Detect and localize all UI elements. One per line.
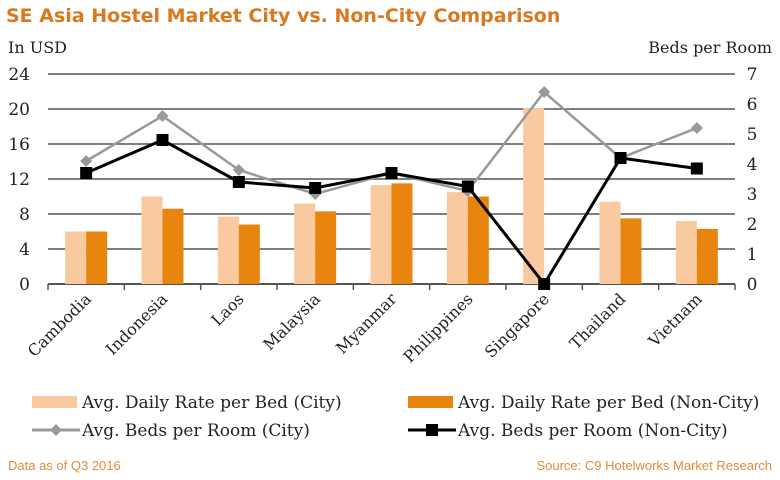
data-point — [80, 167, 93, 179]
x-tick-label: Laos — [207, 289, 247, 329]
bar — [217, 216, 239, 284]
legend: Avg. Daily Rate per Bed (City) Avg. Daily… — [32, 393, 759, 441]
legend-marker — [426, 424, 438, 436]
bar — [446, 192, 468, 284]
legend-marker — [50, 424, 62, 436]
bar — [315, 211, 337, 284]
data-point — [156, 134, 169, 146]
legend-swatch — [408, 396, 453, 408]
y2-tick-label: 1 — [747, 245, 758, 265]
data-point — [232, 164, 245, 176]
y-tick-label: 24 — [8, 65, 30, 85]
bar — [467, 196, 489, 284]
x-tick-label: Vietnam — [644, 289, 706, 351]
bar — [391, 183, 413, 284]
chart-title: SE Asia Hostel Market City vs. Non-City … — [6, 5, 560, 27]
bar — [86, 231, 108, 284]
bar — [675, 221, 697, 284]
y2-tick-label: 7 — [747, 65, 758, 85]
data-point — [538, 86, 551, 98]
y-tick-label: 0 — [19, 275, 30, 295]
bar — [696, 228, 718, 284]
y-tick-label: 4 — [19, 240, 30, 260]
data-point — [385, 167, 398, 179]
x-tick-label: Malaysia — [259, 289, 324, 354]
bar — [294, 203, 316, 284]
data-point — [156, 110, 169, 122]
y2-tick-label: 2 — [747, 215, 758, 235]
bars — [65, 108, 718, 284]
x-tick-label: Singapore — [481, 289, 553, 361]
x-tick-label: Thailand — [566, 289, 630, 353]
y-axis-label: In USD — [8, 38, 67, 57]
y2-tick-label: 3 — [747, 185, 758, 205]
bar — [162, 208, 184, 284]
legend-label: Avg. Beds per Room (City) — [81, 421, 310, 441]
bar — [523, 108, 545, 284]
bar — [620, 218, 642, 284]
y2-tick-label: 4 — [747, 155, 758, 175]
lines — [80, 86, 703, 290]
x-tick-label: Cambodia — [24, 289, 96, 361]
y-tick-label: 16 — [8, 135, 30, 155]
y2-tick-label: 5 — [747, 125, 758, 145]
y2-tick-label: 6 — [747, 95, 758, 115]
y-tick-label: 12 — [8, 170, 30, 190]
bar — [370, 185, 392, 284]
x-tick-label: Philippines — [400, 289, 477, 366]
bar — [65, 231, 87, 284]
footer-date: Data as of Q3 2016 — [8, 458, 121, 473]
legend-label: Avg. Beds per Room (Non-City) — [457, 421, 728, 441]
y2-axis-label: Beds per Room — [648, 38, 772, 57]
x-tick-label: Myanmar — [332, 289, 401, 358]
x-tick-label: Indonesia — [102, 289, 172, 359]
bar — [141, 196, 163, 284]
data-point — [538, 278, 551, 290]
data-point — [309, 182, 322, 194]
data-point — [690, 122, 703, 134]
data-point — [614, 152, 627, 164]
bar — [238, 224, 260, 284]
data-point — [80, 155, 93, 167]
y-tick-label: 20 — [8, 100, 30, 120]
legend-label: Avg. Daily Rate per Bed (City) — [81, 393, 342, 413]
footer-source: Source: C9 Hotelworks Market Research — [536, 458, 772, 473]
data-point — [461, 180, 474, 193]
y-tick-label: 8 — [19, 205, 30, 225]
bar — [599, 201, 621, 284]
legend-swatch — [32, 396, 77, 408]
y2-tick-label: 0 — [747, 275, 758, 295]
data-point — [690, 162, 703, 175]
data-point — [232, 176, 245, 188]
legend-label: Avg. Daily Rate per Bed (Non-City) — [457, 393, 759, 413]
